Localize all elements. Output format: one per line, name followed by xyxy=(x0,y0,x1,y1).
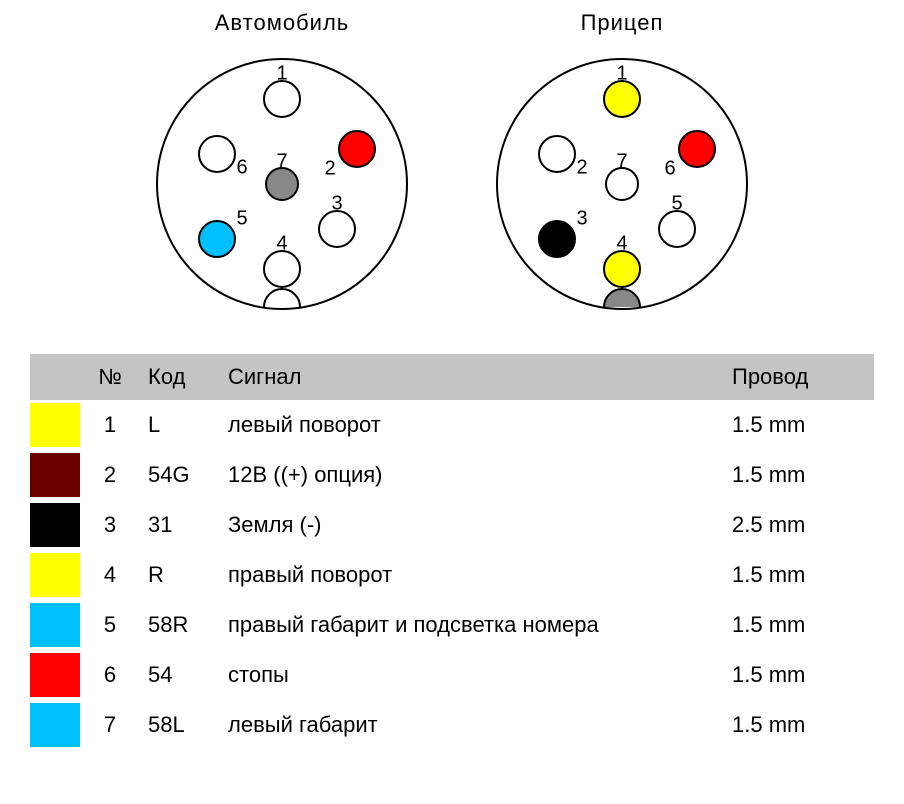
pin-3-icon xyxy=(319,211,355,247)
cell-code: 54G xyxy=(140,450,220,500)
table-row: 1Lлевый поворот1.5 mm xyxy=(30,400,874,450)
cell-wire: 2.5 mm xyxy=(724,500,874,550)
connector-diagrams: Автомобиль 1 2 3 4 5 6 7 Прицеп 1 6 5 4 3 2 7 xyxy=(30,10,874,324)
pin-table: № Код Сигнал Провод 1Lлевый поворот1.5 m… xyxy=(30,354,874,750)
table-row: 558Rправый габарит и подсветка номера1.5… xyxy=(30,600,874,650)
cell-num: 1 xyxy=(80,400,140,450)
header-signal: Сигнал xyxy=(220,354,724,400)
cell-signal: стопы xyxy=(220,650,724,700)
color-swatch-cell xyxy=(30,550,80,600)
cell-code: 31 xyxy=(140,500,220,550)
cell-num: 6 xyxy=(80,650,140,700)
cell-code: R xyxy=(140,550,220,600)
table-row: 331Земля (-)2.5 mm xyxy=(30,500,874,550)
color-swatch xyxy=(30,703,80,747)
vehicle-connector-block: Автомобиль 1 2 3 4 5 6 7 xyxy=(142,10,422,324)
header-num: № xyxy=(80,354,140,400)
color-swatch-cell xyxy=(30,450,80,500)
cell-signal: Земля (-) xyxy=(220,500,724,550)
cell-code: 58R xyxy=(140,600,220,650)
pin-label-2: 2 xyxy=(324,158,335,181)
table-header-row: № Код Сигнал Провод xyxy=(30,354,874,400)
pin-label-4: 4 xyxy=(276,233,287,256)
pin-4-icon xyxy=(264,251,300,287)
color-swatch xyxy=(30,403,80,447)
cell-num: 3 xyxy=(80,500,140,550)
pin-label-3: 3 xyxy=(576,208,587,231)
pin-5-icon xyxy=(659,211,695,247)
pin-4-icon xyxy=(604,251,640,287)
header-code: Код xyxy=(140,354,220,400)
trailer-connector-block: Прицеп 1 6 5 4 3 2 7 xyxy=(482,10,762,324)
pin-label-5: 5 xyxy=(671,193,682,216)
table-row: 4Rправый поворот1.5 mm xyxy=(30,550,874,600)
color-swatch-cell xyxy=(30,500,80,550)
cell-wire: 1.5 mm xyxy=(724,600,874,650)
cell-signal: правый поворот xyxy=(220,550,724,600)
pin-6-icon xyxy=(199,136,235,172)
cell-wire: 1.5 mm xyxy=(724,700,874,750)
cell-wire: 1.5 mm xyxy=(724,450,874,500)
pin-1-icon xyxy=(604,81,640,117)
pin-2-icon xyxy=(539,136,575,172)
pin-label-5: 5 xyxy=(236,208,247,231)
pin-label-2: 2 xyxy=(576,157,587,180)
header-color xyxy=(30,354,80,400)
cell-signal: 12В ((+) опция) xyxy=(220,450,724,500)
color-swatch-cell xyxy=(30,650,80,700)
cell-code: 58L xyxy=(140,700,220,750)
pin-6-icon xyxy=(679,131,715,167)
cell-wire: 1.5 mm xyxy=(724,650,874,700)
vehicle-title: Автомобиль xyxy=(215,10,350,36)
pin-3-icon xyxy=(539,221,575,257)
trailer-title: Прицеп xyxy=(581,10,664,36)
pin-2-icon xyxy=(339,131,375,167)
cell-signal: правый габарит и подсветка номера xyxy=(220,600,724,650)
color-swatch xyxy=(30,603,80,647)
color-swatch-cell xyxy=(30,600,80,650)
pin-label-4: 4 xyxy=(616,233,627,256)
pin-label-3: 3 xyxy=(331,193,342,216)
table-row: 654стопы1.5 mm xyxy=(30,650,874,700)
color-swatch xyxy=(30,653,80,697)
cell-wire: 1.5 mm xyxy=(724,400,874,450)
color-swatch-cell xyxy=(30,700,80,750)
pin-label-1: 1 xyxy=(616,63,627,86)
cell-num: 5 xyxy=(80,600,140,650)
vehicle-connector: 1 2 3 4 5 6 7 xyxy=(142,44,422,324)
trailer-connector: 1 6 5 4 3 2 7 xyxy=(482,44,762,324)
pin-5-icon xyxy=(199,221,235,257)
pin-label-1: 1 xyxy=(276,63,287,86)
cell-num: 7 xyxy=(80,700,140,750)
color-swatch xyxy=(30,503,80,547)
cell-signal: левый поворот xyxy=(220,400,724,450)
pin-label-6: 6 xyxy=(664,158,675,181)
cell-code: L xyxy=(140,400,220,450)
cell-signal: левый габарит xyxy=(220,700,724,750)
cell-num: 2 xyxy=(80,450,140,500)
header-wire: Провод xyxy=(724,354,874,400)
color-swatch-cell xyxy=(30,400,80,450)
table-row: 254G12В ((+) опция)1.5 mm xyxy=(30,450,874,500)
pin-label-7: 7 xyxy=(276,151,287,174)
pin-1-icon xyxy=(264,81,300,117)
cell-wire: 1.5 mm xyxy=(724,550,874,600)
cell-num: 4 xyxy=(80,550,140,600)
table-row: 758Lлевый габарит1.5 mm xyxy=(30,700,874,750)
cell-code: 54 xyxy=(140,650,220,700)
pin-label-6: 6 xyxy=(236,157,247,180)
color-swatch xyxy=(30,453,80,497)
color-swatch xyxy=(30,553,80,597)
pin-label-7: 7 xyxy=(616,151,627,174)
